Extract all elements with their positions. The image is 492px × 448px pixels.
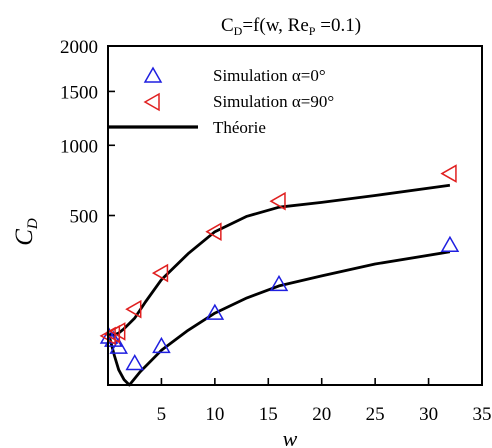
y-axis-label-sub: D <box>25 218 41 230</box>
legend-marker-alpha0 <box>143 66 163 83</box>
plot-frame <box>107 45 483 386</box>
point-alpha0 <box>440 235 460 252</box>
legend-triangle-left <box>143 92 160 112</box>
point-alpha90 <box>440 164 457 183</box>
y-tick-label: 500 <box>70 207 99 228</box>
point-alpha0 <box>99 327 119 344</box>
legend-marker-alpha90 <box>143 92 160 112</box>
legend-label-theorie: Théorie <box>213 118 266 137</box>
theory-curve-0 <box>107 250 451 387</box>
point-alpha0 <box>152 336 171 354</box>
point-alpha0 <box>109 337 128 354</box>
x-tick-label: 5 <box>157 404 167 425</box>
y-tick-label: 2000 <box>60 37 98 58</box>
chart-title: CD=f(w, ReP =0.1) <box>221 15 361 38</box>
x-tick-label: 10 <box>205 404 224 425</box>
legend-label-alpha90: Simulation α=90° <box>213 92 334 111</box>
title-rest-1: =f(w, Re <box>242 15 308 36</box>
x-tick-label: 15 <box>259 404 278 425</box>
point-alpha90 <box>269 191 286 211</box>
title-main-sub: D <box>234 24 243 38</box>
point-alpha0 <box>125 354 145 371</box>
legend: Simulation α=0° Simulation α=90° Théorie <box>108 66 334 137</box>
point-alpha0 <box>269 274 289 292</box>
title-rest-sub: P <box>309 24 316 38</box>
title-main: C <box>221 15 234 36</box>
point-alpha90 <box>205 222 222 241</box>
point-alpha0 <box>205 303 225 320</box>
x-tick-label: 30 <box>419 404 438 425</box>
point-alpha90 <box>125 299 142 319</box>
point-alpha90 <box>151 263 169 283</box>
legend-label-alpha0: Simulation α=0° <box>213 66 326 85</box>
y-axis-label: CD <box>11 218 41 246</box>
axis-ticks: 5 10 15 20 25 30 35 500 1000 1500 2000 <box>60 37 492 425</box>
y-tick-label: 1500 <box>60 82 98 103</box>
x-tick-label: 35 <box>473 404 492 425</box>
title-rest-2: =0.1) <box>315 15 361 36</box>
y-tick-label: 1000 <box>60 136 98 157</box>
point-alpha90 <box>109 322 126 341</box>
legend-triangle-up <box>143 66 163 83</box>
plot-area <box>99 164 460 387</box>
x-tick-label: 25 <box>366 404 385 425</box>
x-axis-label: w <box>283 426 298 448</box>
point-alpha0 <box>104 330 123 347</box>
x-tick-label: 20 <box>312 404 331 425</box>
y-axis-label-main: C <box>11 229 38 246</box>
